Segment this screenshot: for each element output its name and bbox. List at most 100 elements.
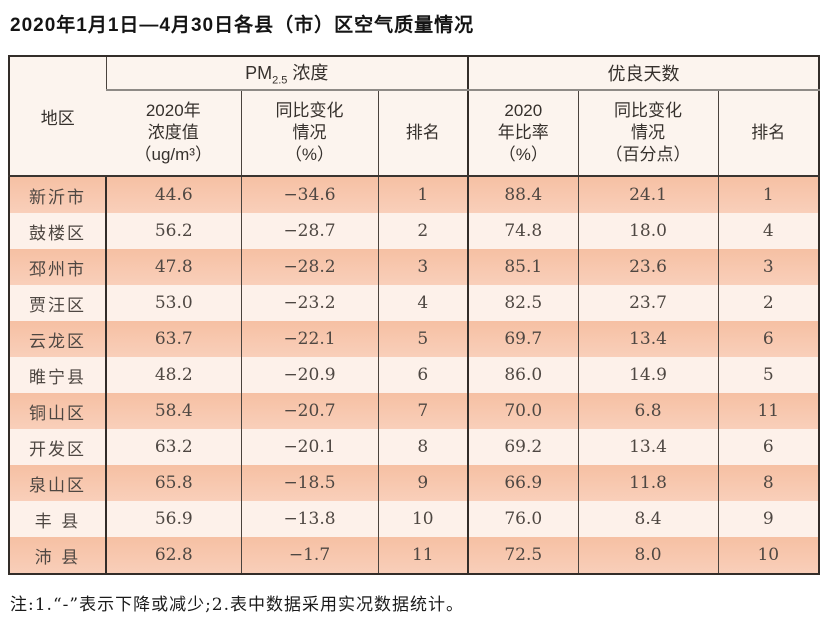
days-change-cell: 23.6 xyxy=(577,249,719,285)
days-rate-cell: 69.2 xyxy=(467,429,579,465)
pm-change-cell: −28.2 xyxy=(240,249,378,285)
header-region: 地区 xyxy=(9,56,106,177)
table-row: 鼓楼区 56.2 −28.7 2 74.8 18.0 4 xyxy=(9,213,820,249)
pm-rank-cell: 10 xyxy=(377,501,469,537)
table-row: 云龙区 63.7 −22.1 5 69.7 13.4 6 xyxy=(9,321,820,357)
days-rank-cell: 10 xyxy=(717,537,820,574)
days-rate-cell: 72.5 xyxy=(467,537,579,574)
pm-rank-cell: 11 xyxy=(377,537,469,574)
table-row: 丰 县 56.9 −13.8 10 76.0 8.4 9 xyxy=(9,501,820,537)
header-pm-rank: 排名 xyxy=(377,90,469,177)
header-sub-row: 2020年 浓度值 （ug/m³） 同比变化 情况 （%） 排名 2020 年比… xyxy=(9,90,820,177)
table-row: 泉山区 65.8 −18.5 9 66.9 11.8 8 xyxy=(9,465,820,501)
pm-change-cell: −22.1 xyxy=(240,321,378,357)
days-rank-cell: 2 xyxy=(717,285,820,321)
region-cell: 邳州市 xyxy=(29,259,86,280)
days-change-cell: 6.8 xyxy=(577,393,719,429)
pm-change-cell: −20.9 xyxy=(240,357,378,393)
days-rate-cell: 86.0 xyxy=(467,357,579,393)
header-days-rank: 排名 xyxy=(717,90,820,177)
days-change-cell: 13.4 xyxy=(577,429,719,465)
pm-change-cell: −34.6 xyxy=(240,176,378,213)
pm-rank-cell: 9 xyxy=(377,465,469,501)
pm-rank-cell: 4 xyxy=(377,285,469,321)
region-cell: 铜山区 xyxy=(29,403,86,424)
days-rate-cell: 70.0 xyxy=(467,393,579,429)
table-body: 新沂市 44.6 −34.6 1 88.4 24.1 1 鼓楼区 56.2 −28.7 2 74.8 1… xyxy=(9,176,820,574)
region-cell: 丰 县 xyxy=(34,511,81,532)
days-rate-cell: 85.1 xyxy=(467,249,579,285)
region-cell: 睢宁县 xyxy=(29,367,86,388)
table-header: 地区 PM2.5 浓度 优良天数 2020年 浓度值 （ug/m³） 同比变化 … xyxy=(9,56,820,177)
days-change-cell: 23.7 xyxy=(577,285,719,321)
pm-change-cell: −20.1 xyxy=(240,429,378,465)
table-row: 开发区 63.2 −20.1 8 69.2 13.4 6 xyxy=(9,429,820,465)
region-cell: 泉山区 xyxy=(29,475,86,496)
days-rank-cell: 4 xyxy=(717,213,820,249)
pm-value-cell: 63.7 xyxy=(105,321,241,357)
days-rank-cell: 9 xyxy=(717,501,820,537)
pm-change-cell: −28.7 xyxy=(240,213,378,249)
days-rate-cell: 76.0 xyxy=(467,501,579,537)
region-cell: 新沂市 xyxy=(29,187,86,208)
days-rank-cell: 11 xyxy=(717,393,820,429)
days-rank-cell: 3 xyxy=(717,249,820,285)
days-rate-cell: 82.5 xyxy=(467,285,579,321)
region-cell: 云龙区 xyxy=(29,331,86,352)
days-rate-cell: 66.9 xyxy=(467,465,579,501)
header-pm-value: 2020年 浓度值 （ug/m³） xyxy=(106,90,241,177)
pm-value-cell: 48.2 xyxy=(105,357,241,393)
header-pm-change: 同比变化 情况 （%） xyxy=(240,90,378,177)
pm-value-cell: 56.2 xyxy=(105,213,241,249)
header-days-change: 同比变化 情况 （百分点） xyxy=(577,90,719,177)
table-row: 贾汪区 53.0 −23.2 4 82.5 23.7 2 xyxy=(9,285,820,321)
days-rate-cell: 74.8 xyxy=(467,213,579,249)
region-cell: 鼓楼区 xyxy=(29,223,86,244)
table-row: 沛 县 62.8 −1.7 11 72.5 8.0 10 xyxy=(9,537,820,574)
table-row: 铜山区 58.4 −20.7 7 70.0 6.8 11 xyxy=(9,393,820,429)
pm-value-cell: 44.6 xyxy=(105,176,241,213)
pm-value-cell: 62.8 xyxy=(105,537,241,574)
table-row: 邳州市 47.8 −28.2 3 85.1 23.6 3 xyxy=(9,249,820,285)
region-cell: 开发区 xyxy=(29,439,86,460)
pm-rank-cell: 2 xyxy=(377,213,469,249)
pm-label-prefix: PM xyxy=(245,63,273,84)
pm-value-cell: 58.4 xyxy=(105,393,241,429)
days-rank-cell: 6 xyxy=(717,321,820,357)
pm-value-cell: 56.9 xyxy=(105,501,241,537)
pm-change-cell: −23.2 xyxy=(240,285,378,321)
pm-change-cell: −18.5 xyxy=(240,465,378,501)
pm-value-cell: 63.2 xyxy=(105,429,241,465)
pm-value-cell: 65.8 xyxy=(105,465,241,501)
pm-change-cell: −13.8 xyxy=(240,501,378,537)
footnote: 注:1.“-”表示下降或减少;2.表中数据采用实况数据统计。 xyxy=(10,595,465,615)
days-rate-cell: 69.7 xyxy=(467,321,579,357)
days-change-cell: 14.9 xyxy=(577,357,719,393)
pm-change-cell: −20.7 xyxy=(240,393,378,429)
pm-value-cell: 47.8 xyxy=(105,249,241,285)
pm-rank-cell: 1 xyxy=(377,176,469,213)
days-change-cell: 8.0 xyxy=(577,537,719,574)
days-rank-cell: 8 xyxy=(717,465,820,501)
pm-value-cell: 53.0 xyxy=(105,285,241,321)
days-change-cell: 8.4 xyxy=(577,501,719,537)
pm-rank-cell: 7 xyxy=(377,393,469,429)
pm-label-subscript: 2.5 xyxy=(272,74,288,87)
days-change-cell: 24.1 xyxy=(577,176,719,213)
region-cell: 贾汪区 xyxy=(29,295,86,316)
days-rank-cell: 1 xyxy=(717,176,820,213)
days-change-cell: 13.4 xyxy=(577,321,719,357)
pm-rank-cell: 6 xyxy=(377,357,469,393)
pm-rank-cell: 5 xyxy=(377,321,469,357)
table-row: 新沂市 44.6 −34.6 1 88.4 24.1 1 xyxy=(9,176,820,213)
days-rate-cell: 88.4 xyxy=(467,176,579,213)
pm-rank-cell: 8 xyxy=(377,429,469,465)
days-rank-cell: 5 xyxy=(717,357,820,393)
region-cell: 沛 县 xyxy=(34,547,81,568)
pm-change-cell: −1.7 xyxy=(240,537,378,574)
header-days-group: 优良天数 xyxy=(467,56,820,91)
days-rank-cell: 6 xyxy=(717,429,820,465)
pm-rank-cell: 3 xyxy=(377,249,469,285)
pm-label-suffix: 浓度 xyxy=(287,63,329,84)
